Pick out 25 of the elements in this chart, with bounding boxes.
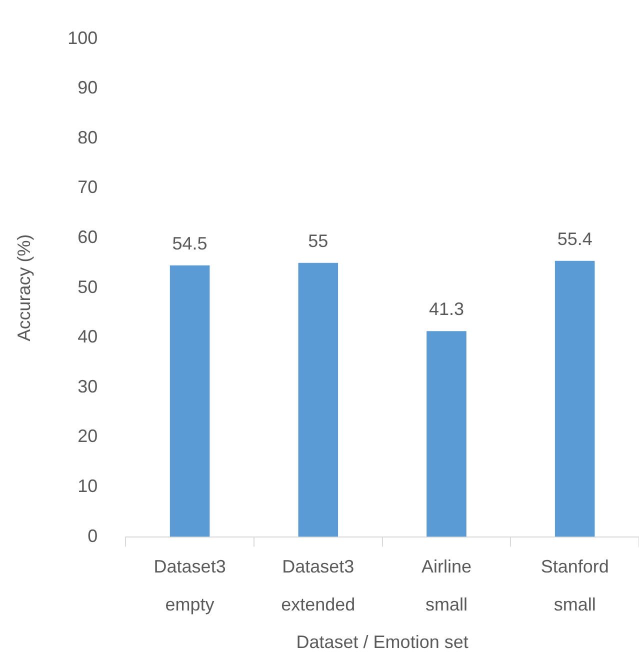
x-tick-label: Dataset3 empty	[154, 556, 226, 614]
y-tick-label: 90	[78, 78, 98, 98]
y-tick-label: 80	[78, 127, 98, 148]
bar	[554, 260, 595, 537]
bar	[298, 262, 338, 537]
y-tick-label: 60	[78, 226, 98, 247]
data-label: 41.3	[428, 299, 464, 320]
data-label: 55	[308, 230, 328, 251]
y-tick-label: 50	[78, 276, 98, 297]
x-axis-title: Dataset / Emotion set	[296, 632, 468, 652]
y-tick-label: 20	[78, 426, 98, 446]
bar	[170, 265, 210, 537]
y-tick-label: 100	[68, 28, 98, 48]
y-tick-label: 0	[88, 526, 98, 546]
y-tick-label: 70	[78, 177, 98, 198]
data-label: 54.5	[172, 233, 208, 254]
bar	[426, 331, 466, 537]
y-tick-label: 40	[78, 326, 98, 347]
data-label: 55.4	[557, 228, 592, 249]
y-tick-label: 30	[78, 376, 98, 396]
x-tick-label: Dataset3 extended	[281, 556, 356, 614]
y-tick-label: 10	[78, 476, 98, 496]
x-tick-label: Airline small	[421, 556, 472, 614]
y-axis-title: Accuracy (%)	[14, 234, 34, 342]
x-tick-label: Stanford small	[540, 556, 609, 614]
